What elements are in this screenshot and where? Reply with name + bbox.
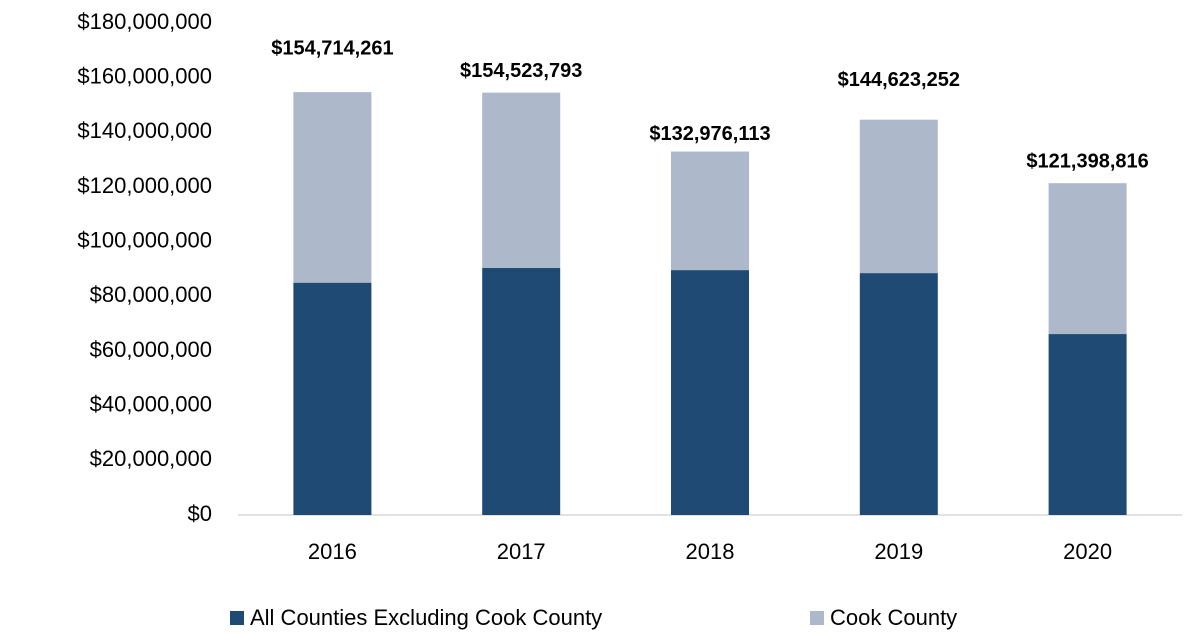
total-label: $144,623,252 xyxy=(838,69,960,91)
bar-segment xyxy=(482,92,561,268)
total-label: $121,398,816 xyxy=(1026,150,1148,172)
legend-swatch xyxy=(810,611,824,625)
total-label: $132,976,113 xyxy=(649,123,770,145)
x-tick-label: 2016 xyxy=(308,539,357,564)
x-tick-label: 2020 xyxy=(1063,539,1112,564)
x-tick-label: 2018 xyxy=(686,539,735,564)
y-tick-label: $0 xyxy=(188,501,212,526)
bar-segment xyxy=(1048,183,1127,335)
y-tick-label: $20,000,000 xyxy=(90,446,212,471)
bar-segment xyxy=(293,92,372,283)
x-tick-label: 2017 xyxy=(497,539,546,564)
y-tick-label: $40,000,000 xyxy=(90,391,212,416)
legend-label: All Counties Excluding Cook County xyxy=(250,605,602,630)
y-tick-label: $80,000,000 xyxy=(90,282,212,307)
bar-segment xyxy=(482,267,561,515)
total-label: $154,714,261 xyxy=(271,37,393,59)
legend-swatch xyxy=(230,611,244,625)
y-tick-label: $180,000,000 xyxy=(77,9,212,34)
bar-segment xyxy=(859,119,938,274)
y-tick-label: $140,000,000 xyxy=(77,118,212,143)
y-tick-label: $60,000,000 xyxy=(90,337,212,362)
bar-segment xyxy=(293,282,372,515)
y-tick-label: $100,000,000 xyxy=(77,227,212,252)
bar-segment xyxy=(671,151,749,271)
bar-segment xyxy=(1048,334,1127,515)
total-label: $154,523,793 xyxy=(460,60,582,82)
bar-segment xyxy=(859,273,938,515)
y-tick-label: $120,000,000 xyxy=(77,173,212,198)
bar-segment xyxy=(671,270,749,515)
legend-label: Cook County xyxy=(830,605,957,630)
x-tick-label: 2019 xyxy=(874,539,923,564)
y-tick-label: $160,000,000 xyxy=(77,63,212,88)
